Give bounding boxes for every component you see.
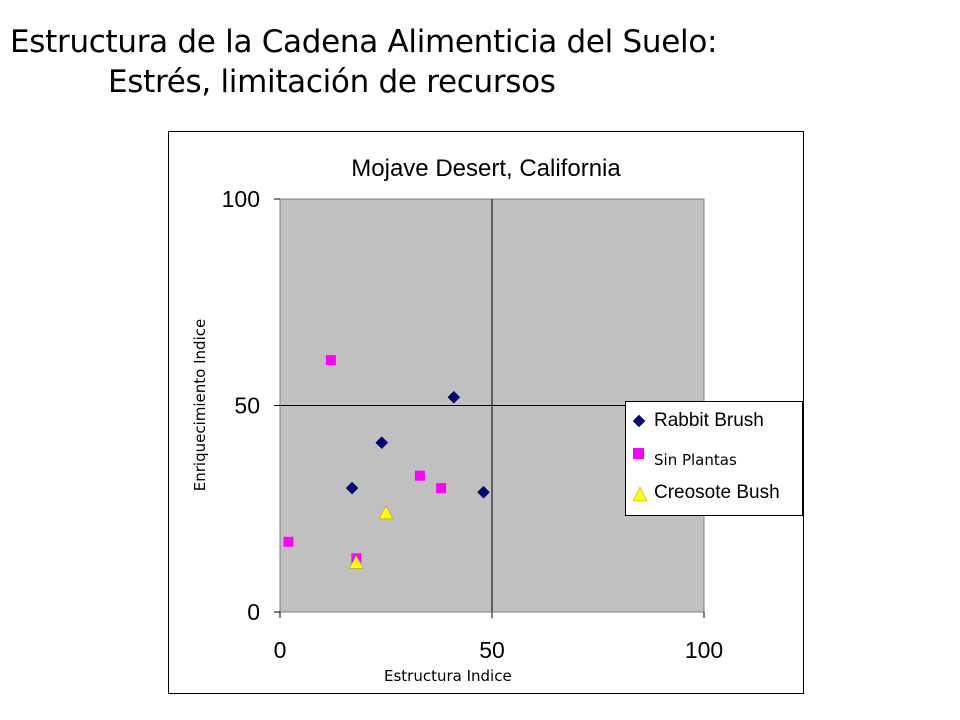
- data-point-rabbit-brush: [477, 485, 490, 499]
- data-point-creosote-bush: [348, 554, 364, 569]
- legend-label: Creosote Bush: [654, 482, 780, 503]
- legend-item-creosote-bush: Creosote Bush: [632, 482, 780, 506]
- diamond-marker-icon: [632, 410, 654, 432]
- data-point-sin-plantas: [283, 536, 294, 547]
- y-tick-label: 50: [234, 393, 260, 419]
- legend-item-sin-plantas: Sin Plantas: [632, 448, 737, 473]
- data-point-rabbit-brush: [375, 436, 389, 450]
- chart-title: Mojave Desert, California: [351, 155, 621, 182]
- x-tick-label: 100: [685, 637, 723, 663]
- y-tick-label: 0: [247, 599, 260, 625]
- slide-title: Estructura de la Cadena Alimenticia del …: [10, 22, 717, 102]
- legend-label: Sin Plantas: [654, 451, 737, 469]
- slide-title-line1: Estructura de la Cadena Alimenticia del …: [10, 24, 718, 60]
- square-marker-icon: [632, 448, 654, 471]
- data-point-rabbit-brush: [447, 390, 461, 404]
- x-axis-title: Estructura Indice: [384, 667, 512, 685]
- x-tick-label: 50: [479, 637, 505, 663]
- y-axis-title: Enriquecimiento Indice: [191, 318, 209, 492]
- slide-title-line2: Estrés, limitación de recursos: [108, 64, 556, 100]
- triangle-marker-icon: [632, 482, 654, 504]
- chart-legend: Rabbit Brush Sin Plantas Creosote Bush: [625, 401, 803, 516]
- data-point-sin-plantas: [414, 470, 425, 481]
- data-point-sin-plantas: [436, 483, 447, 494]
- data-point-rabbit-brush: [345, 481, 359, 495]
- x-tick-label: 0: [274, 637, 287, 663]
- legend-item-rabbit-brush: Rabbit Brush: [632, 410, 764, 434]
- y-tick-label: 100: [222, 186, 260, 212]
- data-point-creosote-bush: [378, 505, 394, 520]
- data-point-sin-plantas: [325, 355, 336, 366]
- legend-label: Rabbit Brush: [654, 410, 764, 431]
